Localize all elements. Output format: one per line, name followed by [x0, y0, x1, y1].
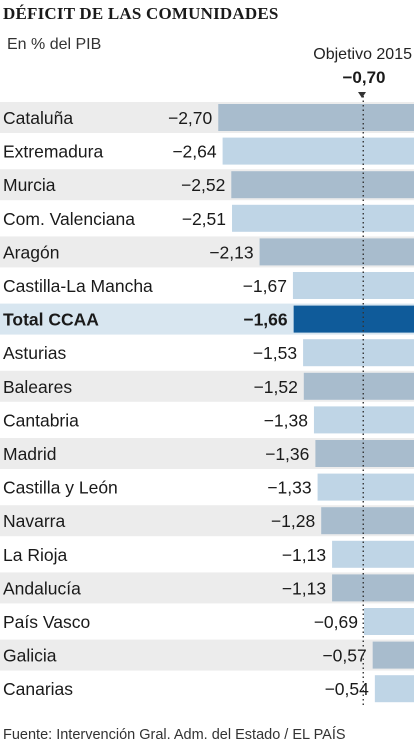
source-note: Fuente: Intervención Gral. Adm. del Esta… [3, 727, 346, 743]
value-label: −1,13 [282, 545, 326, 565]
row-band [0, 639, 414, 671]
value-label: −2,52 [181, 175, 225, 195]
bar-extremadura [222, 137, 414, 165]
category-label: País Vasco [3, 612, 90, 632]
value-label: −1,66 [243, 310, 288, 330]
category-label: Madrid [3, 444, 57, 464]
chart-subtitle: En % del PIB [7, 36, 102, 53]
target-value: −0,70 [342, 68, 386, 87]
value-label: −2,70 [168, 108, 213, 128]
value-label: −1,52 [254, 377, 298, 397]
bar-castilla-la-mancha [292, 272, 414, 299]
value-label: −1,53 [253, 343, 297, 363]
category-label: Andalucía [3, 578, 81, 598]
bar-canarias [374, 675, 414, 703]
bar-asturias [303, 339, 414, 367]
value-label: −2,13 [209, 242, 253, 262]
category-label: Castilla y León [3, 478, 118, 498]
bar-com-valenciana [232, 204, 414, 232]
value-label: −1,28 [271, 511, 315, 531]
category-label: Baleares [3, 377, 72, 397]
value-label: −0,54 [325, 679, 370, 699]
category-label: Murcia [3, 175, 56, 195]
bar-pa-s-vasco [363, 608, 414, 635]
target-label: Objetivo 2015 [313, 46, 412, 63]
category-label: Canarias [3, 679, 73, 699]
bar-total-ccaa [293, 305, 414, 333]
value-label: −2,51 [182, 209, 226, 229]
value-label: −2,64 [172, 142, 217, 162]
value-label: −0,57 [322, 646, 366, 666]
bar-castilla-y-le-n [317, 473, 414, 501]
value-label: −1,13 [282, 578, 326, 598]
value-label: −1,67 [243, 276, 287, 296]
bar-la-rioja [332, 540, 414, 568]
value-label: −1,38 [264, 410, 308, 430]
value-label: −1,36 [265, 444, 309, 464]
category-label: Navarra [3, 511, 66, 531]
bar-cantabria [313, 406, 414, 434]
bar-madrid [315, 440, 414, 467]
bar-baleares [303, 372, 414, 400]
bar-andaluc-a [332, 574, 414, 602]
bar-navarra [321, 507, 414, 535]
category-label: Cataluña [3, 108, 73, 128]
bar-catalu-a [218, 104, 414, 131]
category-label: Total CCAA [3, 310, 99, 330]
category-label: Galicia [3, 646, 57, 666]
category-label: La Rioja [3, 545, 67, 565]
category-label: Aragón [3, 242, 59, 262]
target-marker-icon [358, 92, 366, 98]
chart-title: DÉFICIT DE LAS COMUNIDADES [3, 4, 279, 23]
category-label: Asturias [3, 343, 66, 363]
bar-murcia [231, 171, 414, 199]
bar-galicia [372, 641, 414, 669]
category-label: Castilla-La Mancha [3, 276, 153, 296]
category-label: Extremadura [3, 142, 103, 162]
bar-arag-n [259, 238, 414, 266]
value-label: −0,69 [314, 612, 358, 632]
value-label: −1,33 [267, 478, 311, 498]
category-label: Com. Valenciana [3, 209, 135, 229]
category-label: Cantabria [3, 410, 79, 430]
